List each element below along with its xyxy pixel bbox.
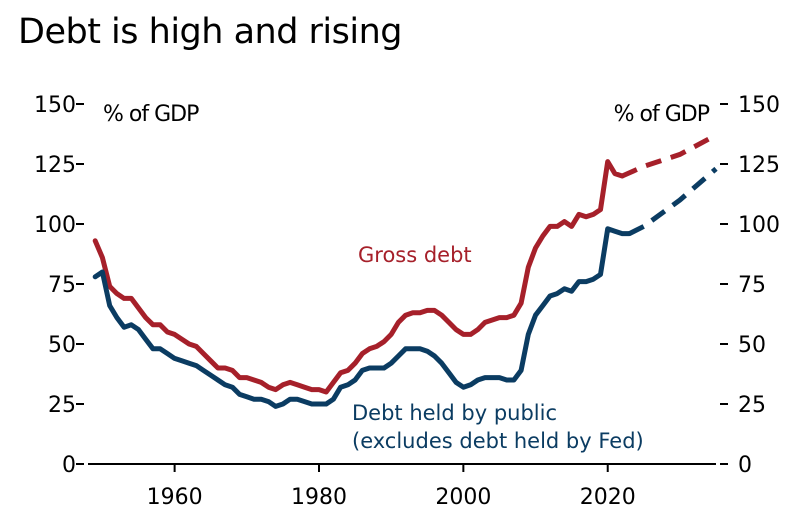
public-debt-line bbox=[92, 226, 632, 409]
right-y-tick-label: 150 bbox=[738, 93, 780, 118]
series-group bbox=[92, 132, 718, 409]
left-y-tick-label: 50 bbox=[48, 333, 76, 358]
left-y-tick-label: 150 bbox=[34, 93, 76, 118]
x-tick-label: 2000 bbox=[435, 485, 491, 510]
left-y-tick-label: 0 bbox=[62, 453, 76, 478]
right-y-tick-label: 0 bbox=[738, 453, 752, 478]
left-y-tick-label: 100 bbox=[34, 213, 76, 238]
gross-debt-label: Gross debt bbox=[358, 243, 472, 267]
right-unit-label: % of GDP bbox=[614, 102, 710, 127]
x-axis: 1960 1980 2000 2020 bbox=[147, 464, 636, 510]
chart-title: Debt is high and rising bbox=[18, 12, 403, 52]
gross-debt-line bbox=[92, 159, 625, 395]
left-y-axis: 0 25 50 75 100 125 150 bbox=[34, 93, 84, 478]
left-y-tick-label: 25 bbox=[48, 393, 76, 418]
right-y-tick-label: 75 bbox=[738, 273, 766, 298]
gross-debt-projection-line bbox=[621, 132, 718, 179]
left-y-tick-label: 125 bbox=[34, 153, 76, 178]
public-debt-projection-line bbox=[628, 166, 718, 236]
public-debt-label-line2: (excludes debt held by Fed) bbox=[352, 429, 644, 453]
right-y-tick-label: 50 bbox=[738, 333, 766, 358]
left-y-tick-label: 75 bbox=[48, 273, 76, 298]
left-unit-label: % of GDP bbox=[103, 102, 199, 127]
x-tick-label: 1960 bbox=[147, 485, 203, 510]
right-y-tick-label: 100 bbox=[738, 213, 780, 238]
x-tick-label: 2020 bbox=[580, 485, 636, 510]
right-y-tick-label: 125 bbox=[738, 153, 780, 178]
right-y-tick-label: 25 bbox=[738, 393, 766, 418]
x-tick-label: 1980 bbox=[291, 485, 347, 510]
right-y-axis: 0 25 50 75 100 125 150 bbox=[720, 93, 780, 478]
public-debt-label-line1: Debt held by public bbox=[352, 401, 557, 425]
